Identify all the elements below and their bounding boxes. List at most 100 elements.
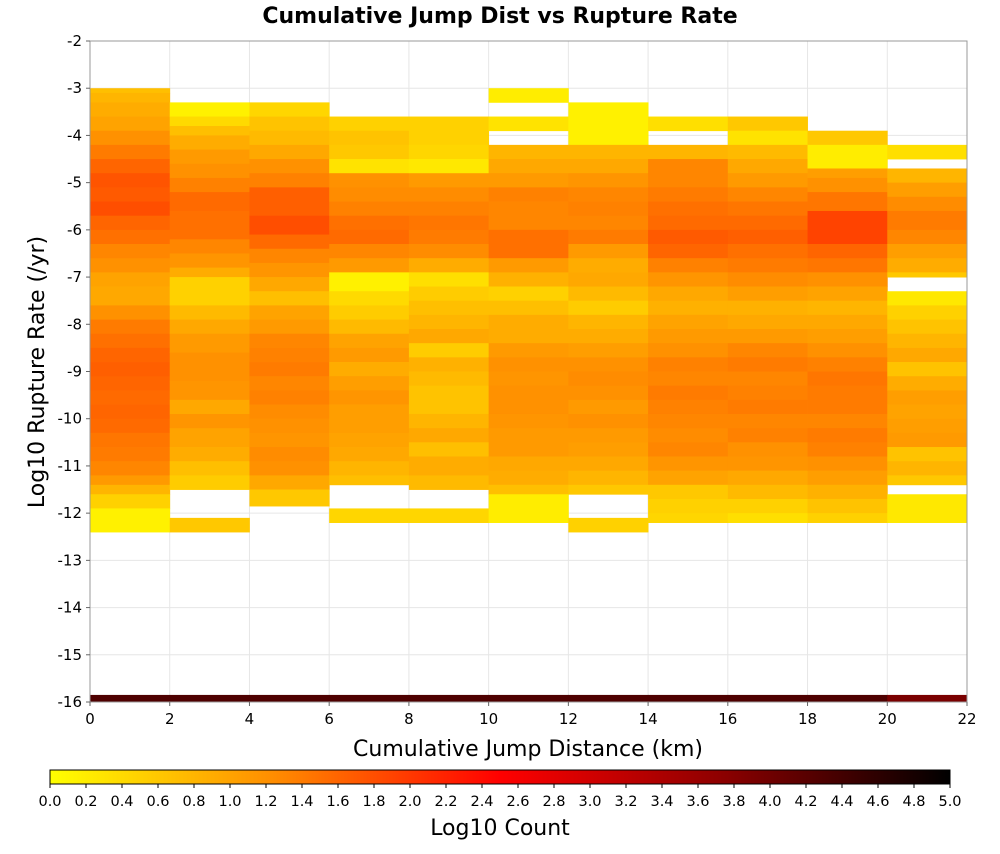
heatmap-cell-8-21: [727, 413, 808, 429]
heatmap-cell-6-25: [568, 484, 649, 495]
heatmap-cell-1-24: [169, 517, 250, 533]
heatmap-cell-9-20: [807, 456, 888, 472]
heatmap-cell-0-1: [90, 92, 171, 103]
colorbar-tick-label-6: 1.2: [254, 794, 277, 810]
heatmap-cell-2-13: [249, 305, 330, 320]
heatmap-cell-8-18: [727, 371, 808, 387]
heatmap-cell-8-20: [727, 399, 808, 415]
heatmap-cell-5-0: [488, 88, 569, 103]
heatmap-cell-6-21: [568, 428, 649, 443]
heatmap-cell-0-16: [90, 305, 171, 320]
heatmap-cell-10-10: [887, 305, 968, 320]
heatmap-cell-3-4: [329, 173, 410, 188]
heatmap-cell-4-7: [408, 215, 490, 231]
heatmap-cell-10-15: [887, 376, 968, 391]
heatmap-cell-0-5: [90, 144, 171, 160]
heatmap-cell-2-23: [249, 447, 330, 462]
heatmap-cell-1-4: [169, 149, 250, 165]
heatmap-cell-9-3: [807, 177, 888, 193]
heatmap-cell-7-9: [648, 272, 729, 287]
heatmap-cell-2-20: [249, 404, 330, 420]
heatmap-bottom-cell-9: [807, 694, 888, 702]
heatmap-cell-8-26: [727, 484, 808, 500]
heatmap-cell-1-3: [169, 135, 250, 150]
heatmap-cell-10-3: [887, 196, 968, 212]
heatmap-cell-8-6: [727, 201, 808, 217]
heatmap-cell-0-31: [90, 508, 171, 533]
heatmap-cell-4-12: [408, 286, 490, 302]
heatmap-cell-8-4: [727, 173, 808, 188]
heatmap-cell-5-17: [488, 385, 569, 415]
y-tick-label-6: -8: [67, 315, 82, 333]
heatmap-cell-5-8: [488, 229, 569, 259]
heatmap-cell-5-6: [488, 201, 569, 217]
heatmap-cell-7-1: [648, 144, 729, 160]
heatmap-cell-5-14: [488, 343, 569, 358]
heatmap-cell-6-16: [568, 357, 649, 372]
y-tick-label-9: -11: [58, 457, 83, 475]
heatmap-cell-6-18: [568, 385, 649, 401]
heatmap-cell-0-23: [90, 404, 171, 420]
colorbar-tick-label-1: 0.2: [74, 794, 97, 810]
colorbar-tick-label-24: 4.8: [902, 794, 925, 810]
colorbar-tick-label-0: 0.0: [38, 794, 61, 810]
heatmap-cell-3-21: [329, 432, 410, 448]
heatmap-cell-0-2: [90, 102, 171, 117]
heatmap-cell-8-27: [727, 498, 808, 514]
heatmap-cell-10-23: [887, 494, 968, 523]
heatmap-cell-9-11: [807, 314, 888, 330]
heatmap-cell-7-17: [648, 385, 729, 401]
heatmap-cell-7-24: [648, 484, 729, 500]
heatmap-cell-5-3: [488, 159, 569, 174]
heatmap-cell-5-16: [488, 371, 569, 387]
heatmap-cell-2-6: [249, 187, 330, 217]
colorbar-tick-label-17: 3.4: [650, 794, 673, 810]
colorbar-tick-label-5: 1.0: [218, 794, 241, 810]
heatmap-cell-10-1: [887, 168, 968, 184]
heatmap-cell-0-11: [90, 229, 171, 245]
heatmap-cell-5-15: [488, 357, 569, 372]
colorbar-tick-label-15: 3.0: [578, 794, 601, 810]
heatmap-cell-0-21: [90, 376, 171, 391]
heatmap-cell-8-8: [727, 229, 808, 245]
heatmap-cell-5-23: [488, 494, 569, 523]
heatmap-bottom-cell-3: [329, 694, 410, 702]
heatmap-cell-4-5: [408, 187, 490, 202]
heatmap-cell-7-16: [648, 371, 729, 387]
heatmap-cell-7-2: [648, 159, 729, 188]
heatmap-cell-1-18: [169, 399, 250, 415]
heatmap-cell-0-19: [90, 347, 171, 363]
heatmap-cell-8-0: [727, 116, 808, 132]
heatmap-cell-3-23: [329, 461, 410, 476]
colorbar-tick-label-19: 3.8: [722, 794, 745, 810]
heatmap-cell-10-7: [887, 258, 968, 273]
heatmap-cell-1-7: [169, 192, 250, 212]
heatmap-cell-3-8: [329, 229, 410, 245]
heatmap-cell-1-9: [169, 239, 250, 254]
colorbar-label: Log10 Count: [430, 816, 570, 841]
heatmap-cell-1-17: [169, 380, 250, 401]
heatmap-cell-3-18: [329, 376, 410, 391]
heatmap-cell-7-4: [648, 201, 729, 217]
heatmap-cell-6-20: [568, 413, 649, 429]
heatmap-cell-9-22: [807, 484, 888, 500]
heatmap-cell-2-24: [249, 461, 330, 476]
heatmap-cell-8-2: [727, 144, 808, 160]
heatmap-cell-8-19: [727, 385, 808, 401]
heatmap-cell-4-0: [408, 116, 490, 132]
heatmap-cell-2-4: [249, 159, 330, 174]
colorbar-tick-label-3: 0.6: [146, 794, 169, 810]
heatmap-cell-1-1: [169, 116, 250, 127]
heatmap-cell-3-24: [329, 475, 410, 486]
heatmap-cell-2-10: [249, 262, 330, 278]
heatmap-cell-8-23: [727, 442, 808, 457]
heatmap-bottom-cell-0: [90, 694, 171, 702]
heatmap-cell-5-21: [488, 470, 569, 486]
heatmap-cell-9-1: [807, 144, 888, 169]
colorbar-tick-label-21: 4.2: [794, 794, 817, 810]
heatmap-cell-8-16: [727, 343, 808, 358]
heatmap-cell-7-14: [648, 343, 729, 358]
heatmap-cell-6-3: [568, 173, 649, 188]
heatmap-cell-10-11: [887, 319, 968, 335]
